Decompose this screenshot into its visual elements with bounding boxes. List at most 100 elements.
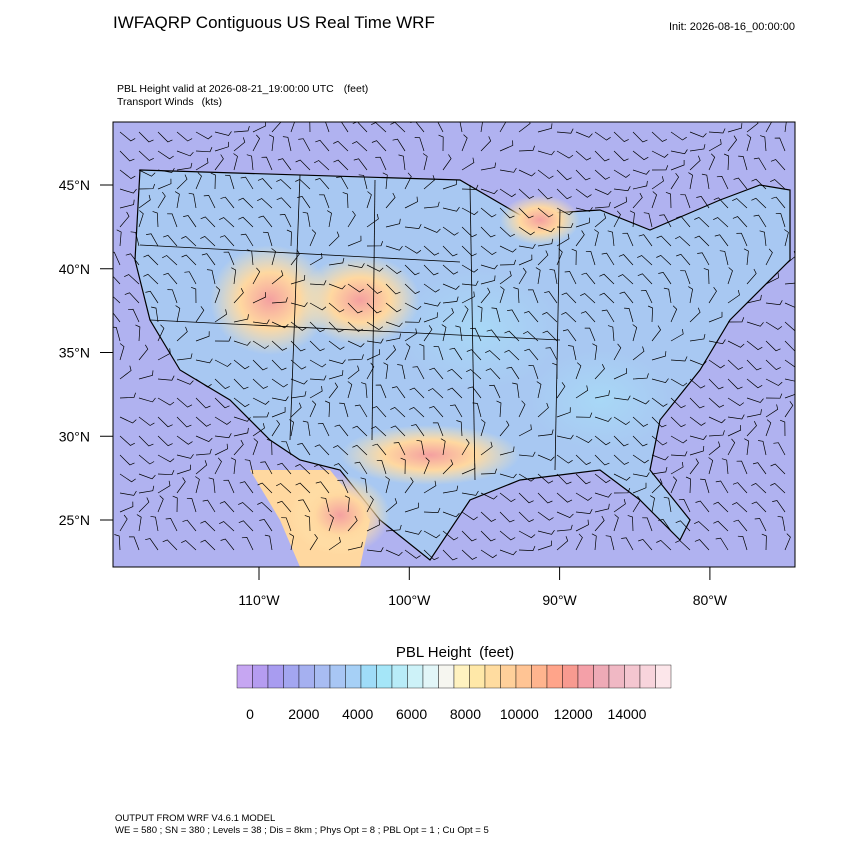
colorbar-tick-label: 0 xyxy=(246,706,254,722)
wind-barb xyxy=(281,441,292,456)
wind-barb xyxy=(181,254,197,266)
wind-barb xyxy=(246,154,254,171)
wind-barb xyxy=(252,267,261,285)
wind-barb xyxy=(206,269,216,285)
wind-barb xyxy=(651,454,669,461)
wind-barb xyxy=(347,541,363,551)
wind-barb xyxy=(214,309,227,323)
wind-barb xyxy=(195,157,209,171)
wind-barb xyxy=(176,326,188,342)
wind-barb xyxy=(366,283,382,294)
wind-barb xyxy=(518,207,534,219)
wind-barb xyxy=(708,286,717,304)
wind-barb xyxy=(238,520,254,532)
wind-barb xyxy=(461,291,475,304)
wind-barb xyxy=(240,233,254,247)
wind-barb xyxy=(290,391,307,399)
wind-barb xyxy=(461,530,477,542)
wind-barb xyxy=(715,480,729,494)
wind-barb xyxy=(761,533,767,551)
wind-barb xyxy=(658,519,672,532)
colorbar-tick-label: 14000 xyxy=(608,706,647,722)
colorbar-swatch xyxy=(422,664,439,689)
wind-barb xyxy=(513,287,520,304)
wind-barb xyxy=(138,497,150,513)
lon-label: 110°W xyxy=(238,592,280,608)
wind-barb xyxy=(440,438,446,456)
wind-barb xyxy=(512,382,520,399)
wind-barb xyxy=(290,340,306,352)
colorbar-swatch xyxy=(453,664,470,689)
wind-barb xyxy=(325,122,330,133)
wind-barb xyxy=(241,537,254,551)
wind-barb xyxy=(733,519,748,532)
wind-barb xyxy=(423,201,440,209)
wind-barb xyxy=(279,214,292,228)
wind-barb xyxy=(138,131,154,143)
wind-barb xyxy=(713,501,729,513)
wind-barb xyxy=(632,373,649,380)
wind-barb xyxy=(480,468,497,475)
wind-barb xyxy=(594,188,612,196)
wind-barb xyxy=(663,287,672,304)
wind-barb xyxy=(727,425,742,437)
wind-barb xyxy=(201,253,216,266)
wind-barb xyxy=(480,441,493,456)
wind-barb xyxy=(119,365,132,380)
wind-barb xyxy=(162,539,178,551)
wind-barb xyxy=(499,286,505,304)
wind-barb xyxy=(472,402,482,418)
wind-barb xyxy=(371,406,387,418)
wind-barb xyxy=(113,251,121,266)
wind-barb xyxy=(695,500,710,513)
wind-barb xyxy=(371,140,387,152)
wind-barb xyxy=(442,283,460,290)
wind-barb xyxy=(650,495,655,513)
wind-barb xyxy=(499,226,515,237)
wind-barb xyxy=(188,192,197,209)
wind-barb xyxy=(360,477,368,494)
wind-barb xyxy=(701,173,710,190)
wind-barb xyxy=(708,339,726,345)
colorbar-tick-label: 8000 xyxy=(450,706,481,722)
wind-barb xyxy=(366,321,384,331)
lon-label: 100°W xyxy=(388,592,431,608)
wind-barb xyxy=(727,414,745,420)
wind-barb xyxy=(182,519,197,532)
wind-barb xyxy=(281,517,292,532)
wind-barb xyxy=(202,499,216,513)
wind-barb xyxy=(315,139,330,152)
wind-barb xyxy=(719,250,729,266)
wind-barb xyxy=(150,515,159,532)
wind-barb xyxy=(231,267,237,285)
wind-barb xyxy=(257,482,273,494)
wind-barb xyxy=(480,162,497,171)
lat-label: 35°N xyxy=(59,345,90,361)
colorbar-swatch xyxy=(577,664,594,689)
wind-barb xyxy=(499,188,517,198)
wind-barb xyxy=(230,457,236,475)
wind-barb xyxy=(594,229,599,247)
wind-barb xyxy=(391,386,406,399)
wind-barb xyxy=(252,319,270,325)
wind-barb xyxy=(433,346,444,361)
wind-barb xyxy=(277,462,292,475)
wind-barb xyxy=(770,463,786,475)
wind-barb xyxy=(449,347,463,361)
wind-barb xyxy=(523,310,539,323)
wind-barb xyxy=(328,231,340,247)
wind-barb xyxy=(601,309,615,323)
wind-barb xyxy=(746,321,764,327)
wind-barb xyxy=(252,359,268,371)
wind-barb xyxy=(575,169,591,181)
wind-barb xyxy=(528,289,539,304)
wind-barb xyxy=(715,537,729,551)
wind-barb xyxy=(423,283,440,293)
wind-barb xyxy=(518,400,526,418)
wind-barb xyxy=(138,344,149,361)
lat-label: 40°N xyxy=(59,261,90,277)
wind-barb xyxy=(315,177,330,190)
wind-barb xyxy=(678,499,691,513)
wind-barb xyxy=(716,176,729,190)
wind-barb xyxy=(214,286,221,304)
